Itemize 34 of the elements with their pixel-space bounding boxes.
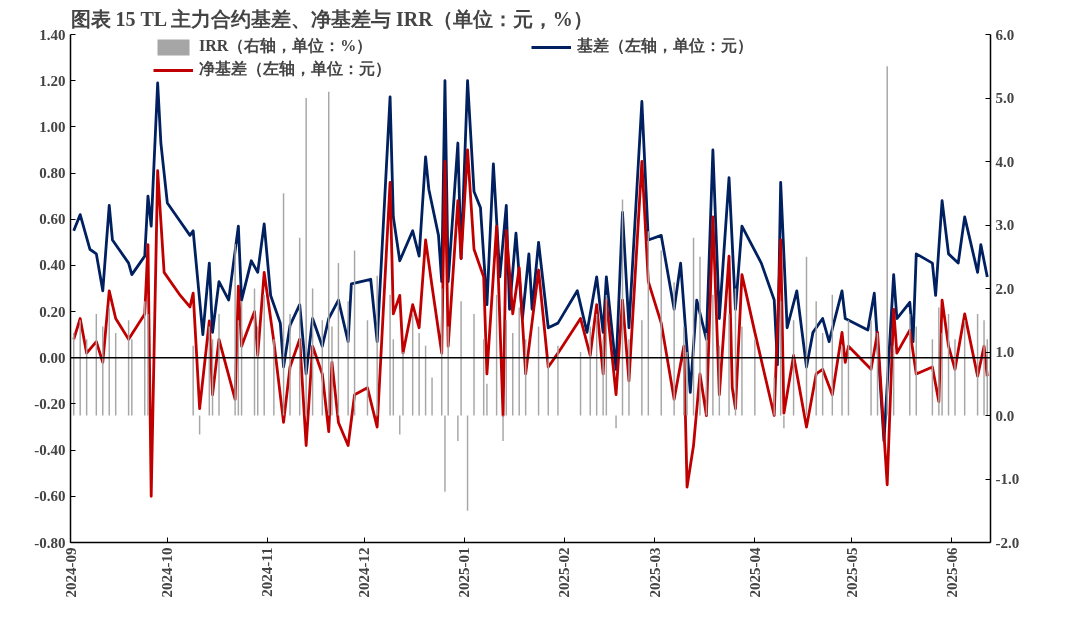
y2-tick-label: 2.0 [995, 280, 1015, 297]
y2-tick-label: 6.0 [995, 26, 1015, 43]
y-tick-label: -0.60 [34, 488, 66, 505]
x-tick-label: 2025-04 [746, 547, 763, 598]
legend-label: 净基差（左轴，单位：元） [199, 59, 392, 79]
y-tick-label: 0.00 [39, 349, 66, 366]
y-tick-label: 1.40 [39, 26, 66, 43]
y-tick-label: 0.20 [39, 303, 66, 320]
y-tick-label: -0.20 [34, 395, 66, 412]
chart-title: 图表 15 TL 主力合约基差、净基差与 IRR（单位：元，%） [70, 7, 593, 30]
y-tick-label: 1.20 [39, 72, 66, 89]
y-tick-label: 0.60 [39, 211, 66, 228]
x-tick-label: 2024-11 [259, 547, 276, 597]
y2-tick-label: 1.0 [995, 344, 1015, 360]
x-tick-label: 2025-01 [456, 547, 473, 598]
y2-tick-label: 3.0 [995, 217, 1015, 233]
y-tick-label: 0.40 [39, 257, 66, 274]
x-tick-label: 2025-05 [843, 547, 860, 598]
y-tick-label: 0.80 [39, 165, 66, 182]
y2-tick-label: -1.0 [995, 471, 1020, 487]
line-series [72, 148, 989, 498]
y-tick-label: 1.00 [39, 118, 66, 135]
y2-tick-label: 0.0 [995, 407, 1015, 424]
legend-label: IRR（右轴，单位：%） [199, 36, 374, 56]
x-tick-label: 2025-06 [943, 547, 960, 598]
y2-tick-label: 4.0 [995, 153, 1015, 170]
x-tick-label: 2025-02 [556, 547, 573, 598]
legend-label: 基差（左轴，单位：元） [577, 36, 754, 56]
y2-tick-label: -2.0 [995, 534, 1020, 551]
y2-tick-label: 5.0 [995, 90, 1015, 106]
x-tick-label: 2024-12 [356, 547, 373, 598]
x-tick-label: 2025-03 [646, 547, 663, 598]
x-tick-label: 2024-10 [159, 547, 176, 598]
y-tick-label: -0.40 [34, 442, 66, 459]
